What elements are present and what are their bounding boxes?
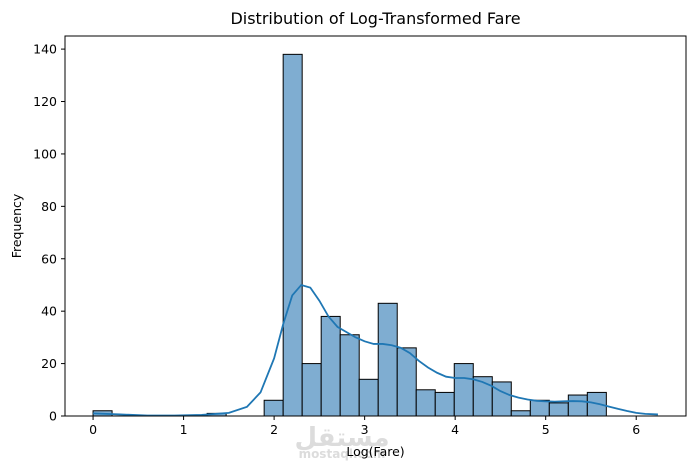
x-tick-label: 2 [270,422,278,437]
x-axis-ticks: 0 1 2 3 4 5 6 [89,416,640,437]
histogram-bar [358,378,379,417]
bars-group [92,53,607,417]
histogram-bar [377,302,398,417]
x-tick-label: 0 [89,422,97,437]
histogram-bar [510,410,531,417]
x-tick-label: 5 [542,422,550,437]
histogram-bar [434,391,455,417]
histogram-bar [567,394,588,417]
x-tick-label: 1 [180,422,188,437]
y-tick-label: 40 [41,304,57,319]
histogram-bar [548,402,569,417]
y-tick-label: 80 [41,199,57,214]
chart-title: Distribution of Log-Transformed Fare [230,9,520,28]
histogram-bar [415,389,436,417]
x-axis-label: Log(Fare) [346,444,404,459]
histogram-bar [529,399,550,417]
watermark-logo-text: مستقل [294,423,389,453]
y-axis-ticks: 0 20 40 60 80 100 120 140 [33,42,65,424]
histogram-bar [320,315,341,417]
histogram-bar [263,399,284,417]
y-tick-label: 20 [41,356,57,371]
y-axis-label: Frequency [9,193,24,258]
y-tick-label: 100 [33,146,57,161]
x-tick-label: 3 [361,422,369,437]
histogram-bar [282,53,303,417]
histogram-bar [339,334,360,417]
histogram-bar [301,363,322,417]
x-tick-label: 4 [451,422,459,437]
histogram-bar [453,363,474,417]
x-tick-label: 6 [632,422,640,437]
histogram-bar [396,347,417,417]
plot-frame [64,35,687,417]
kde-curve [93,283,658,417]
watermark-subtitle: mostaql.com [299,447,386,461]
y-tick-label: 0 [49,409,57,424]
y-tick-label: 140 [33,42,57,57]
y-tick-label: 120 [33,94,57,109]
y-tick-label: 60 [41,251,57,266]
